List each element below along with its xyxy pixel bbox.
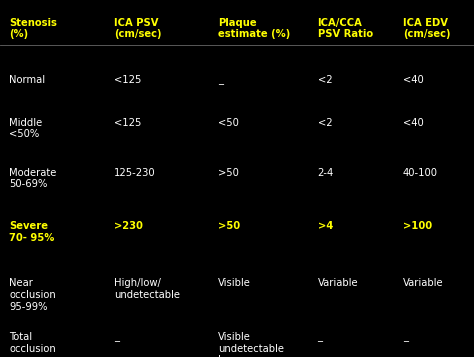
Text: >4: >4	[318, 221, 333, 231]
Text: 2-4: 2-4	[318, 168, 334, 178]
Text: <50: <50	[218, 118, 239, 128]
Text: <40: <40	[403, 75, 424, 85]
Text: >50: >50	[218, 221, 240, 231]
Text: <125: <125	[114, 118, 141, 128]
Text: Visible
undetectable
lumen: Visible undetectable lumen	[218, 332, 284, 357]
Text: Variable: Variable	[403, 278, 444, 288]
Text: Normal: Normal	[9, 75, 46, 85]
Text: Near
occlusion
95-99%: Near occlusion 95-99%	[9, 278, 56, 312]
Text: _: _	[318, 332, 323, 342]
Text: 40-100: 40-100	[403, 168, 438, 178]
Text: Plaque
estimate (%): Plaque estimate (%)	[218, 18, 290, 40]
Text: <125: <125	[114, 75, 141, 85]
Text: ICA/CCA
PSV Ratio: ICA/CCA PSV Ratio	[318, 18, 373, 40]
Text: Severe
70- 95%: Severe 70- 95%	[9, 221, 55, 243]
Text: >50: >50	[218, 168, 239, 178]
Text: ICA PSV
(cm/sec): ICA PSV (cm/sec)	[114, 18, 161, 40]
Text: <2: <2	[318, 75, 332, 85]
Text: _: _	[403, 332, 408, 342]
Text: 125-230: 125-230	[114, 168, 155, 178]
Text: ICA EDV
(cm/sec): ICA EDV (cm/sec)	[403, 18, 450, 40]
Text: Total
occlusion: Total occlusion	[9, 332, 56, 354]
Text: Variable: Variable	[318, 278, 358, 288]
Text: _: _	[218, 75, 223, 85]
Text: >230: >230	[114, 221, 143, 231]
Text: High/low/
undetectable: High/low/ undetectable	[114, 278, 180, 300]
Text: Middle
<50%: Middle <50%	[9, 118, 43, 140]
Text: <2: <2	[318, 118, 332, 128]
Text: <40: <40	[403, 118, 424, 128]
Text: _: _	[114, 332, 119, 342]
Text: Stenosis
(%): Stenosis (%)	[9, 18, 57, 40]
Text: Moderate
50-69%: Moderate 50-69%	[9, 168, 57, 190]
Text: >100: >100	[403, 221, 432, 231]
Text: Visible: Visible	[218, 278, 251, 288]
